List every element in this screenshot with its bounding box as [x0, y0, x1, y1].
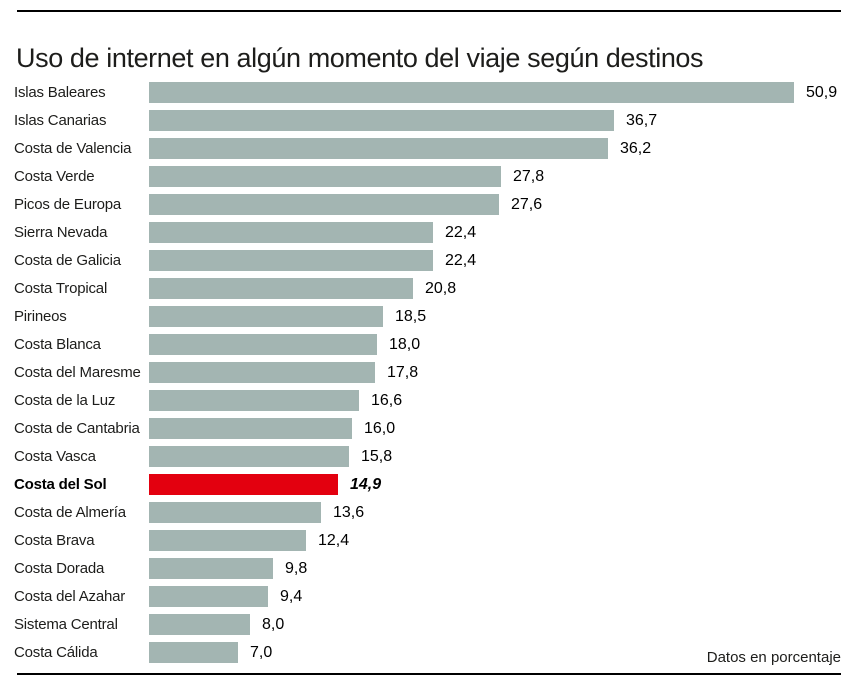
chart-row: Costa Cálida 7,0: [14, 642, 858, 663]
destination-label: Costa de Almería: [14, 504, 126, 521]
chart-row: Costa de Cantabria 16,0: [14, 418, 858, 439]
value-label: 13,6: [333, 503, 365, 521]
chart-row: Costa de Valencia 36,2: [14, 138, 858, 159]
value-label: 27,8: [513, 167, 545, 185]
bar: [149, 306, 383, 327]
chart-row: Costa Vasca 15,8: [14, 446, 858, 467]
chart-row: Costa del Azahar 9,4: [14, 586, 858, 607]
chart-row: Islas Canarias 36,7: [14, 110, 858, 131]
chart-row: Costa Dorada 9,8: [14, 558, 858, 579]
chart-row: Islas Baleares 50,9: [14, 82, 858, 103]
chart-row: Picos de Europa 27,6: [14, 194, 858, 215]
destination-label: Costa Vasca: [14, 448, 96, 465]
value-label: 18,0: [389, 335, 421, 353]
destination-label: Costa de Valencia: [14, 140, 132, 157]
bar: [149, 614, 250, 635]
chart-row: Pirineos 18,5: [14, 306, 858, 327]
value-label: 9,8: [285, 559, 308, 577]
chart-row: Costa Blanca 18,0: [14, 334, 858, 355]
value-label: 22,4: [445, 251, 477, 269]
bar: [149, 278, 413, 299]
chart-row: Costa Verde 27,8: [14, 166, 858, 187]
value-label: 22,4: [445, 223, 477, 241]
chart-row: Sistema Central 8,0: [14, 614, 858, 635]
destination-label: Costa Brava: [14, 532, 95, 549]
value-label: 27,6: [511, 195, 543, 213]
bar: [149, 250, 433, 271]
value-label: 20,8: [425, 279, 457, 297]
bar: [149, 390, 359, 411]
bar: [149, 502, 321, 523]
bar: [149, 418, 352, 439]
bar: [149, 222, 433, 243]
destination-label: Costa Dorada: [14, 560, 105, 577]
destination-label: Costa del Maresme: [14, 364, 141, 381]
bar: [149, 138, 608, 159]
chart-row: Costa de Galicia 22,4: [14, 250, 858, 271]
bar: [149, 642, 238, 663]
value-label: 18,5: [395, 307, 427, 325]
bar: [149, 362, 375, 383]
destination-label: Sierra Nevada: [14, 224, 108, 241]
destination-label: Sistema Central: [14, 616, 118, 633]
bar: [149, 586, 268, 607]
destination-label: Costa Blanca: [14, 336, 101, 353]
value-label: 16,0: [364, 419, 396, 437]
destination-label: Costa Tropical: [14, 280, 108, 297]
value-label: 16,6: [371, 391, 403, 409]
destination-label: Costa Verde: [14, 168, 95, 185]
chart-row: Sierra Nevada 22,4: [14, 222, 858, 243]
destination-label: Costa del Sol: [14, 476, 107, 493]
destination-label: Costa del Azahar: [14, 588, 126, 605]
chart-row: Costa del Sol 14,9: [14, 474, 858, 495]
chart-row: Costa de la Luz 16,6: [14, 390, 858, 411]
bottom-rule: [17, 673, 841, 675]
chart-row: Costa Tropical 20,8: [14, 278, 858, 299]
value-label: 14,9: [350, 475, 382, 493]
value-label: 36,7: [626, 111, 658, 129]
destination-label: Islas Baleares: [14, 84, 106, 101]
bar: [149, 446, 349, 467]
value-label: 15,8: [361, 447, 393, 465]
value-label: 8,0: [262, 615, 285, 633]
bar: [149, 194, 499, 215]
destination-label: Costa de Cantabria: [14, 420, 140, 437]
destination-label: Costa de Galicia: [14, 252, 121, 269]
bar: [149, 110, 614, 131]
chart-row: Costa del Maresme 17,8: [14, 362, 858, 383]
bar: [149, 334, 377, 355]
footnote-units: Datos en porcentaje: [706, 649, 841, 666]
destination-label: Pirineos: [14, 308, 67, 325]
value-label: 12,4: [318, 531, 350, 549]
top-rule: [17, 10, 841, 12]
bar: [149, 166, 501, 187]
destination-label: Costa Cálida: [14, 644, 98, 661]
value-label: 36,2: [620, 139, 652, 157]
chart-row: Costa Brava 12,4: [14, 530, 858, 551]
chart-row: Costa de Almería 13,6: [14, 502, 858, 523]
value-label: 9,4: [280, 587, 303, 605]
bar: [149, 558, 273, 579]
bar: [149, 82, 794, 103]
bar: [149, 474, 338, 495]
destination-label: Islas Canarias: [14, 112, 107, 129]
bar-chart: Islas Baleares 50,9 Islas Canarias 36,7 …: [14, 82, 858, 663]
chart-title: Uso de internet en algún momento del via…: [16, 43, 704, 74]
destination-label: Costa de la Luz: [14, 392, 116, 409]
bar: [149, 530, 306, 551]
value-label: 17,8: [387, 363, 419, 381]
value-label: 7,0: [250, 643, 273, 661]
value-label: 50,9: [806, 83, 838, 101]
destination-label: Picos de Europa: [14, 196, 122, 213]
